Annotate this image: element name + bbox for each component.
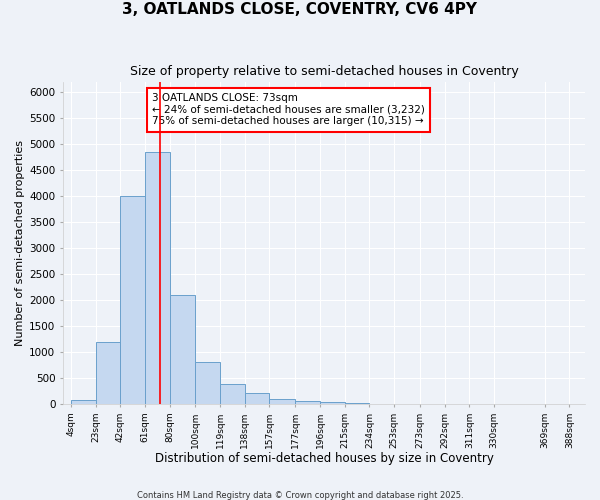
Bar [145, 152, 170, 404]
Text: 3 OATLANDS CLOSE: 73sqm
← 24% of semi-detached houses are smaller (3,232)
75% of: 3 OATLANDS CLOSE: 73sqm ← 24% of semi-de… [152, 93, 425, 126]
Bar [295, 401, 320, 404]
Title: Size of property relative to semi-detached houses in Coventry: Size of property relative to semi-detach… [130, 65, 518, 78]
Bar [196, 362, 220, 404]
Bar [71, 400, 95, 404]
Bar [95, 342, 120, 404]
Text: 3, OATLANDS CLOSE, COVENTRY, CV6 4PY: 3, OATLANDS CLOSE, COVENTRY, CV6 4PY [122, 2, 478, 18]
Text: Contains HM Land Registry data © Crown copyright and database right 2025.: Contains HM Land Registry data © Crown c… [137, 490, 463, 500]
Y-axis label: Number of semi-detached properties: Number of semi-detached properties [15, 140, 25, 346]
Bar [245, 394, 269, 404]
Bar [170, 295, 196, 404]
Bar [320, 402, 345, 404]
X-axis label: Distribution of semi-detached houses by size in Coventry: Distribution of semi-detached houses by … [155, 452, 493, 465]
Bar [120, 196, 145, 404]
Bar [269, 398, 295, 404]
Bar [220, 384, 245, 404]
